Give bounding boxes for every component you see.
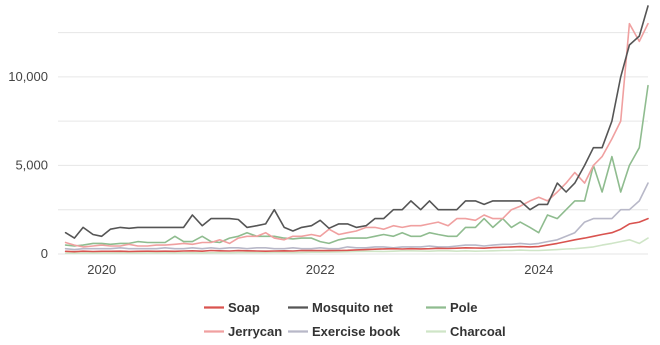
legend-label: Jerrycan (228, 324, 282, 339)
legend: Soap Mosquito net Pole Jerrycan Exercise boo… (204, 300, 506, 339)
legend-item-pole[interactable]: Pole (426, 300, 477, 315)
legend-label: Pole (450, 300, 477, 315)
legend-label: Mosquito net (312, 300, 394, 315)
y-tick-label: 0 (41, 246, 48, 261)
x-tick-label: 2024 (524, 262, 553, 277)
y-axis-tick-labels: 0 5,000 10,000 (8, 69, 48, 261)
series-line-charcoal (64, 237, 649, 255)
legend-item-jerrycan[interactable]: Jerrycan (204, 324, 282, 339)
series-line-exercise-book (64, 182, 649, 251)
legend-item-charcoal[interactable]: Charcoal (426, 324, 506, 339)
legend-label: Soap (228, 300, 260, 315)
series-lines (64, 5, 649, 255)
x-tick-label: 2022 (306, 262, 335, 277)
legend-item-soap[interactable]: Soap (204, 300, 260, 315)
series-line-soap (64, 217, 649, 253)
series-line-mosquito-net (64, 5, 649, 239)
legend-label: Exercise book (312, 324, 401, 339)
y-tick-label: 10,000 (8, 69, 48, 84)
series-line-pole (64, 84, 649, 247)
legend-item-exercise-book[interactable]: Exercise book (288, 324, 401, 339)
legend-item-mosquito-net[interactable]: Mosquito net (288, 300, 394, 315)
x-axis-tick-labels: 2020 2022 2024 (87, 262, 553, 277)
x-tick-label: 2020 (87, 262, 116, 277)
series-line-jerrycan (64, 22, 649, 248)
legend-label: Charcoal (450, 324, 506, 339)
y-tick-label: 5,000 (15, 157, 48, 172)
gridlines (58, 32, 648, 255)
